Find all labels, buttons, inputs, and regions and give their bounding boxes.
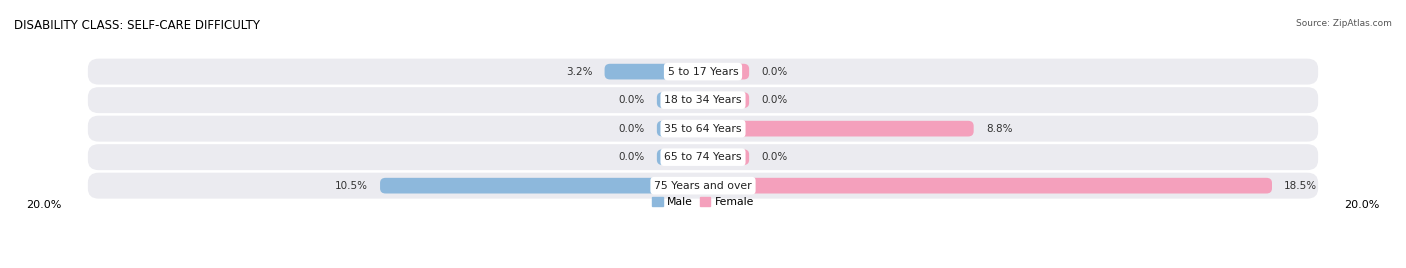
Text: 0.0%: 0.0%	[762, 152, 787, 162]
FancyBboxPatch shape	[703, 121, 973, 136]
Text: 75 Years and over: 75 Years and over	[654, 181, 752, 191]
FancyBboxPatch shape	[380, 178, 703, 193]
FancyBboxPatch shape	[657, 149, 703, 165]
Text: 0.0%: 0.0%	[762, 67, 787, 77]
Text: 18 to 34 Years: 18 to 34 Years	[664, 95, 742, 105]
Text: 10.5%: 10.5%	[335, 181, 368, 191]
FancyBboxPatch shape	[605, 64, 703, 79]
Text: 8.8%: 8.8%	[986, 124, 1012, 134]
Text: Source: ZipAtlas.com: Source: ZipAtlas.com	[1296, 19, 1392, 28]
FancyBboxPatch shape	[87, 173, 1319, 199]
FancyBboxPatch shape	[703, 149, 749, 165]
Text: 20.0%: 20.0%	[27, 200, 62, 210]
FancyBboxPatch shape	[703, 178, 1272, 193]
Text: 65 to 74 Years: 65 to 74 Years	[664, 152, 742, 162]
FancyBboxPatch shape	[87, 144, 1319, 170]
Text: 3.2%: 3.2%	[565, 67, 592, 77]
Text: 0.0%: 0.0%	[619, 124, 644, 134]
FancyBboxPatch shape	[87, 116, 1319, 142]
Text: DISABILITY CLASS: SELF-CARE DIFFICULTY: DISABILITY CLASS: SELF-CARE DIFFICULTY	[14, 19, 260, 32]
FancyBboxPatch shape	[657, 121, 703, 136]
FancyBboxPatch shape	[703, 64, 749, 79]
Text: 0.0%: 0.0%	[619, 152, 644, 162]
FancyBboxPatch shape	[657, 92, 703, 108]
Text: 5 to 17 Years: 5 to 17 Years	[668, 67, 738, 77]
Legend: Male, Female: Male, Female	[648, 193, 758, 212]
FancyBboxPatch shape	[87, 87, 1319, 113]
Text: 0.0%: 0.0%	[762, 95, 787, 105]
Text: 35 to 64 Years: 35 to 64 Years	[664, 124, 742, 134]
FancyBboxPatch shape	[703, 92, 749, 108]
Text: 20.0%: 20.0%	[1344, 200, 1379, 210]
Text: 0.0%: 0.0%	[619, 95, 644, 105]
Text: 18.5%: 18.5%	[1284, 181, 1317, 191]
FancyBboxPatch shape	[87, 59, 1319, 85]
